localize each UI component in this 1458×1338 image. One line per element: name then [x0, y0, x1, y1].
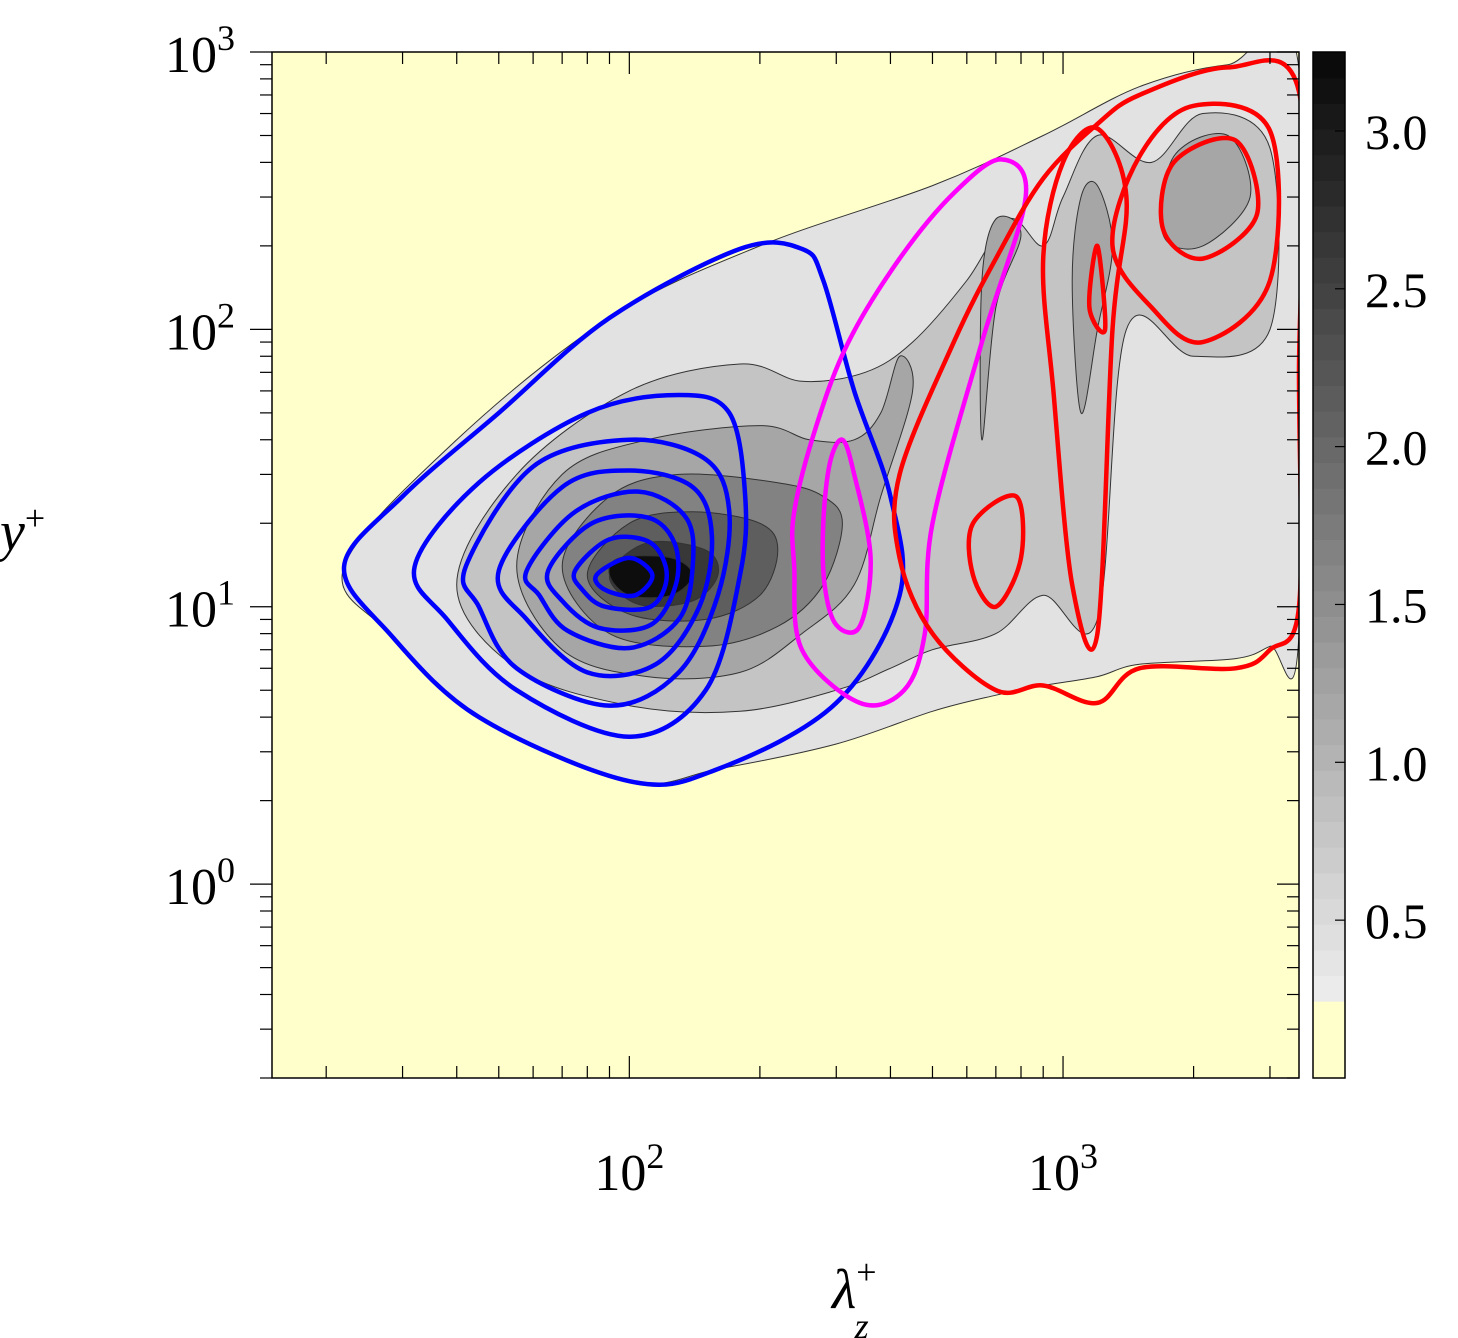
- blue-contour: [341, 240, 906, 788]
- colorbar-step: [1313, 436, 1345, 463]
- tick-labels: 102 103 100 101 102 103: [165, 18, 1098, 1202]
- colorbar-step: [1313, 257, 1345, 284]
- colorbar-step: [1313, 411, 1345, 438]
- colorbar-step: [1313, 513, 1345, 540]
- y-axis-title: y+: [0, 498, 45, 563]
- blue-contour: [522, 489, 696, 651]
- colorbar-step: [1313, 872, 1345, 900]
- colorbar-step: [1313, 205, 1345, 233]
- colorbar-tick-label: 0.5: [1365, 893, 1428, 949]
- colorbar-tick-label: 2.5: [1365, 262, 1428, 318]
- y-tick-label: 101: [165, 573, 235, 639]
- colorbar-step: [1313, 718, 1345, 746]
- colorbar-step: [1313, 898, 1345, 925]
- colorbar-step: [1313, 1026, 1345, 1053]
- colorbar-step: [1313, 103, 1345, 130]
- red-contour: [966, 493, 1026, 609]
- colorbar-tick-label: 1.5: [1365, 577, 1428, 633]
- plot-frame: [271, 51, 1300, 1079]
- colorbar-step: [1313, 590, 1345, 617]
- axis-ticks: [250, 51, 1299, 1079]
- magenta-contour: [820, 437, 873, 635]
- contour-lines: [341, 58, 1299, 788]
- colorbar-frame: [1312, 51, 1346, 1079]
- blue-contour: [495, 468, 715, 679]
- colorbar-step: [1313, 488, 1345, 515]
- x-axis-title: λ+ z: [830, 1252, 877, 1338]
- y-tick-label: 102: [165, 295, 235, 361]
- colorbar-step: [1313, 231, 1345, 258]
- colorbar-step: [1313, 462, 1345, 489]
- red-contour: [1040, 125, 1129, 652]
- y-tick-label: 103: [165, 18, 235, 84]
- colorbar-step: [1313, 154, 1345, 181]
- grey-island: [1071, 180, 1114, 414]
- colorbar-step: [1313, 975, 1345, 1002]
- colorbar-step: [1313, 795, 1345, 823]
- colorbar-step: [1313, 667, 1345, 694]
- colorbar-step: [1313, 693, 1345, 720]
- blue-contour: [544, 513, 681, 633]
- y-tick-label: 100: [165, 850, 235, 916]
- colorbar-step: [1313, 616, 1345, 643]
- x-tick-label: 102: [594, 1136, 664, 1202]
- colorbar-step: [1313, 949, 1345, 976]
- plot-area: 102 103 100 101 102 103: [165, 18, 1300, 1202]
- colorbar-step: [1313, 385, 1345, 412]
- colorbar: 3.0 2.5 2.0 1.5 1.0 0.5: [1312, 51, 1428, 1079]
- colorbar-tick-label: 3.0: [1365, 104, 1428, 160]
- colorbar-step: [1313, 282, 1345, 310]
- red-contour: [1110, 101, 1282, 345]
- colorbar-step: [1313, 641, 1345, 669]
- blue-contour: [571, 534, 670, 613]
- colorbar-step: [1313, 744, 1345, 771]
- colorbar-step: [1313, 359, 1345, 387]
- colorbar-step: [1313, 77, 1345, 104]
- colorbar-step: [1313, 180, 1345, 207]
- colorbar-step: [1313, 128, 1345, 156]
- blue-contour: [411, 392, 749, 739]
- colorbar-step: [1313, 847, 1345, 874]
- red-contour: [1158, 135, 1261, 261]
- colorbar-step: [1313, 52, 1345, 79]
- colorbar-tick-label: 2.0: [1365, 420, 1428, 476]
- colorbar-ticks: 3.0 2.5 2.0 1.5 1.0 0.5: [1335, 104, 1428, 949]
- colorbar-gradient: [1313, 52, 1345, 1079]
- colorbar-step: [1313, 539, 1345, 566]
- colorbar-step: [1313, 1001, 1345, 1028]
- red-contour: [1086, 243, 1108, 335]
- colorbar-step: [1313, 334, 1345, 361]
- x-tick-label: 103: [1028, 1136, 1098, 1202]
- colorbar-step: [1313, 770, 1345, 797]
- colorbar-step: [1313, 1052, 1345, 1079]
- blue-contour: [593, 555, 655, 599]
- blue-contour: [460, 437, 732, 708]
- colorbar-step: [1313, 308, 1345, 335]
- colorbar-step: [1313, 565, 1345, 592]
- colorbar-step: [1313, 821, 1345, 848]
- colorbar-tick-label: 1.0: [1365, 735, 1428, 791]
- colorbar-step: [1313, 924, 1345, 951]
- magenta-contour: [789, 157, 1029, 708]
